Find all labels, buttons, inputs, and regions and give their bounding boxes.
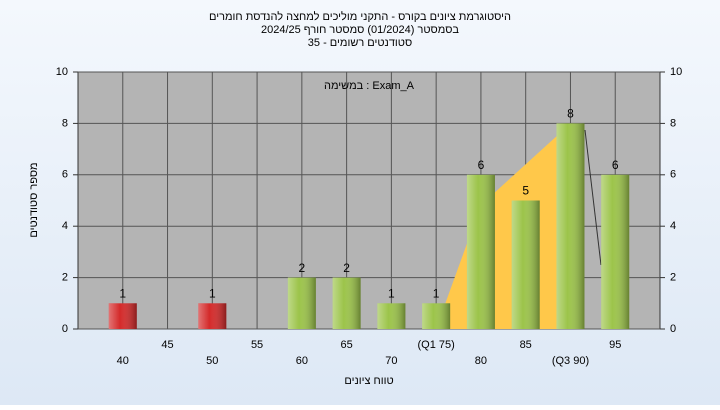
value-label: 1: [388, 286, 395, 300]
y2-tick-label: 10: [670, 66, 682, 78]
y-tick-label: 6: [62, 169, 68, 181]
x-tick-label: (Q1 75): [418, 339, 455, 351]
bar-shade: [511, 200, 540, 329]
y-tick-label: 10: [56, 66, 68, 78]
bar-shade: [377, 303, 406, 329]
y2-tick-label: 8: [670, 117, 676, 129]
bar-shade: [422, 303, 451, 329]
y-tick-label: 2: [62, 272, 68, 284]
bar-shade: [556, 123, 585, 330]
bar-shade: [198, 303, 227, 329]
chart-subtitle: בסמסטר (01/2024) סמסטר חורף 2024/25: [261, 24, 459, 36]
x-tick-label: 50: [206, 355, 218, 367]
x-tick-label: (Q3 90): [552, 355, 589, 367]
y-axis-title: מספר סטודנטים: [28, 162, 40, 237]
value-label: 6: [612, 158, 619, 172]
x-tick-label: 95: [609, 339, 621, 351]
y2-tick-label: 4: [670, 220, 676, 232]
chart-title: היסטוגרמת ציונים בקורס - התקני מוליכים ל…: [209, 10, 511, 23]
y2-tick-label: 2: [670, 272, 676, 284]
x-tick-label: 85: [520, 339, 532, 351]
value-label: 2: [299, 261, 306, 275]
x-tick-label: 40: [117, 355, 129, 367]
value-label: 1: [119, 286, 126, 300]
value-label: 2: [343, 261, 350, 275]
x-tick-label: 70: [385, 355, 397, 367]
x-tick-label: 45: [161, 339, 173, 351]
chart-subtitle: סטודנטים רשומים - 35: [308, 37, 412, 49]
value-label: 6: [478, 158, 485, 172]
x-tick-label: 80: [475, 355, 487, 367]
y2-tick-label: 6: [670, 169, 676, 181]
value-label: 1: [209, 286, 216, 300]
bar-shade: [332, 277, 361, 329]
annotation: במשימה : Exam_A: [324, 80, 415, 92]
y-tick-label: 4: [62, 220, 68, 232]
bar-shade: [287, 277, 316, 329]
bar-shade: [466, 174, 495, 329]
bar-shade: [108, 303, 137, 329]
y-tick-label: 8: [62, 117, 68, 129]
bar-shade: [601, 174, 630, 329]
x-tick-label: 60: [296, 355, 308, 367]
x-tick-label: 55: [251, 339, 263, 351]
x-axis-title: טווח ציונים: [344, 375, 393, 387]
y-tick-label: 0: [62, 323, 68, 335]
value-label: 8: [567, 107, 574, 121]
value-label: 5: [522, 184, 529, 198]
y2-tick-label: 0: [670, 323, 676, 335]
x-tick-label: 65: [340, 339, 352, 351]
value-label: 1: [433, 286, 440, 300]
trend-line: [584, 129, 602, 266]
